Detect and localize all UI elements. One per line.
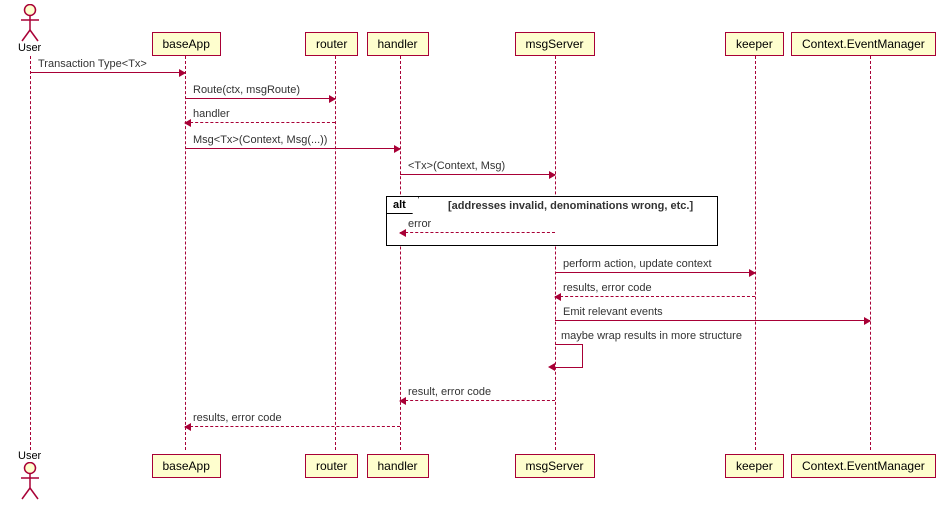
lifeline-keeper <box>755 56 756 450</box>
participant-baseApp-top: baseApp <box>152 32 221 56</box>
message-7-label: results, error code <box>563 282 652 294</box>
message-2-label: handler <box>193 108 230 120</box>
lifeline-cem <box>870 56 871 450</box>
message-3-label: Msg<Tx>(Context, Msg(...)) <box>193 134 327 146</box>
message-4 <box>400 174 555 175</box>
message-8-label: Emit relevant events <box>563 306 663 318</box>
participant-router-bottom: router <box>305 454 358 478</box>
lifeline-handler <box>400 56 401 450</box>
message-10 <box>400 400 555 401</box>
lifeline-user <box>30 56 31 450</box>
message-6 <box>555 272 755 273</box>
participant-cem-top: Context.EventManager <box>791 32 936 56</box>
lifeline-router <box>335 56 336 450</box>
alt-label: alt <box>387 197 419 214</box>
message-11-label: results, error code <box>193 412 282 424</box>
message-0-label: Transaction Type<Tx> <box>38 58 147 70</box>
participant-user-top <box>20 4 40 42</box>
message-1 <box>185 98 335 99</box>
message-8 <box>555 320 870 321</box>
participant-handler-top: handler <box>367 32 429 56</box>
message-11 <box>185 426 400 427</box>
alt-condition: [addresses invalid, denominations wrong,… <box>448 200 693 212</box>
participant-msgServer-top: msgServer <box>515 32 595 56</box>
participant-user-bottom-label: User <box>18 450 41 462</box>
message-1-label: Route(ctx, msgRoute) <box>193 84 300 96</box>
message-5-label: error <box>408 218 431 230</box>
participant-user-top-label: User <box>18 42 41 54</box>
message-9 <box>555 344 583 368</box>
participant-cem-bottom: Context.EventManager <box>791 454 936 478</box>
participant-msgServer-bottom: msgServer <box>515 454 595 478</box>
lifeline-baseApp <box>185 56 186 450</box>
message-3 <box>185 148 400 149</box>
participant-keeper-top: keeper <box>725 32 784 56</box>
sequence-diagram: User User baseApp baseApp router router handle… <box>0 0 940 508</box>
message-7 <box>555 296 755 297</box>
message-6-label: perform action, update context <box>563 258 712 270</box>
message-9-label: maybe wrap results in more structure <box>561 330 742 342</box>
participant-user-bottom <box>20 462 40 500</box>
message-4-label: <Tx>(Context, Msg) <box>408 160 505 172</box>
participant-keeper-bottom: keeper <box>725 454 784 478</box>
participant-router-top: router <box>305 32 358 56</box>
message-10-label: result, error code <box>408 386 491 398</box>
participant-handler-bottom: handler <box>367 454 429 478</box>
message-5 <box>400 232 555 233</box>
participant-baseApp-bottom: baseApp <box>152 454 221 478</box>
message-0 <box>30 72 185 73</box>
lifeline-msgServer <box>555 56 556 450</box>
message-2 <box>185 122 335 123</box>
